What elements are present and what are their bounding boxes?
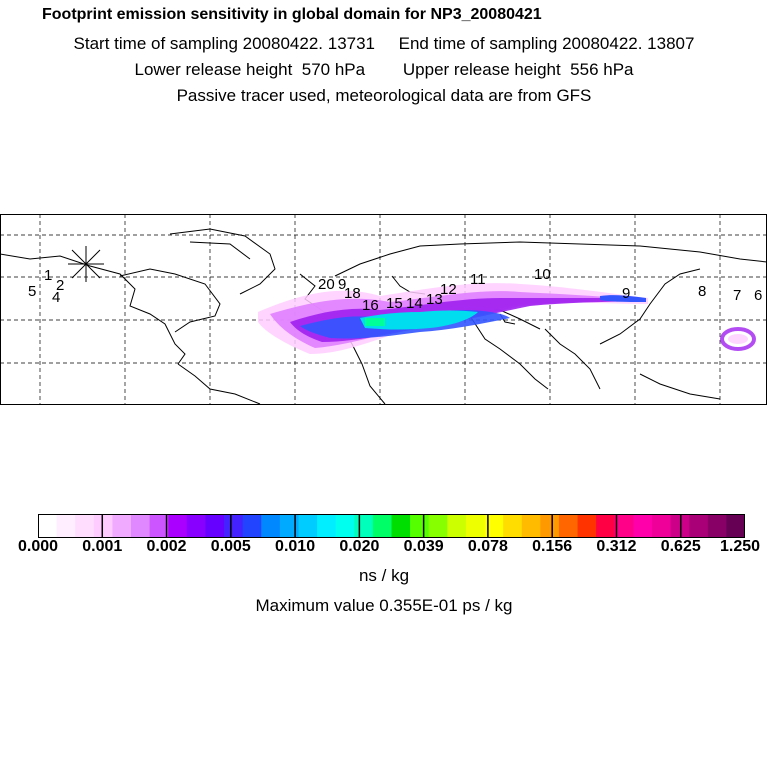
colorbar-tick-label: 0.020	[339, 538, 380, 555]
point-label: 12	[440, 281, 457, 298]
colorbar-swatch	[56, 514, 76, 538]
colorbar-swatch	[465, 514, 486, 538]
colorbar-swatch	[112, 514, 132, 538]
colorbar-tick-label: 0.156	[532, 538, 573, 555]
plume-field	[258, 283, 756, 354]
colorbar-tick-label: 0.625	[660, 538, 701, 555]
colorbar-frame	[38, 514, 745, 538]
colorbar-swatch	[261, 514, 281, 538]
colorbar-swatch	[149, 514, 169, 538]
colorbar-swatch	[410, 514, 430, 538]
colorbar-swatch	[131, 514, 151, 538]
colorbar-swatch	[372, 514, 392, 538]
maximum-value: Maximum value 0.355E-01 ps / kg	[255, 596, 513, 615]
colorbar-swatch	[93, 514, 113, 538]
colorbar-swatch	[503, 514, 523, 538]
colorbar-swatch	[168, 514, 188, 538]
colorbar-tick-label: 0.000	[17, 538, 59, 555]
colorbar-swatch	[205, 514, 225, 538]
colorbar-units: ns / kg	[358, 566, 410, 585]
tracer-info-line: Passive tracer used, meteorological data…	[176, 86, 592, 105]
plot-title: Footprint emission sensitivity in global…	[42, 6, 542, 23]
point-label: 10	[534, 266, 551, 283]
colorbar-swatch	[447, 514, 467, 538]
colorbar-swatch	[596, 514, 616, 538]
colorbar-tick-label: 0.002	[146, 538, 187, 555]
colorbar-swatch	[651, 514, 672, 538]
point-label: 16	[362, 297, 379, 314]
colorbar-tick-label: 1.250	[719, 538, 761, 555]
point-label: 9	[338, 276, 346, 293]
release-height-line: Lower release height 570 hPa Upper relea…	[134, 60, 634, 79]
colorbar-swatch	[242, 514, 262, 538]
colorbar-swatch	[391, 514, 411, 538]
footprint-map: 1 5 2 4 20 9 18 16 15 14 13 12 11 10 9 8…	[0, 214, 767, 405]
colorbar-swatch	[317, 514, 337, 538]
colorbar-swatch	[75, 514, 95, 538]
point-label: 1	[44, 267, 52, 284]
colorbar-tick-label: 0.001	[82, 538, 123, 555]
point-label: 8	[698, 283, 706, 300]
point-label: 13	[426, 291, 443, 308]
point-label: 15	[386, 295, 403, 312]
point-label: 4	[52, 289, 60, 306]
point-label: 9	[622, 285, 630, 302]
colorbar-tick-label: 0.039	[403, 538, 444, 555]
colorbar-tick-label: 0.312	[596, 538, 637, 555]
point-label: 14	[406, 295, 423, 312]
colorbar-swatch	[298, 514, 318, 538]
colorbar-swatch	[726, 514, 745, 538]
point-label: 5	[28, 283, 36, 300]
colorbar	[38, 514, 745, 538]
colorbar-swatch	[428, 514, 448, 538]
colorbar-swatch	[484, 514, 504, 538]
colorbar-swatch	[279, 514, 299, 538]
colorbar-swatch	[335, 514, 355, 538]
colorbar-tick-label: 0.078	[467, 538, 508, 555]
colorbar-swatch	[521, 514, 541, 538]
sampling-time-line: Start time of sampling 20080422. 13731 E…	[73, 34, 695, 53]
colorbar-swatch	[540, 514, 560, 538]
release-point-marker	[68, 246, 104, 282]
colorbar-swatch	[354, 514, 374, 538]
colorbar-swatch	[689, 514, 709, 538]
colorbar-swatch	[577, 514, 597, 538]
colorbar-swatch	[186, 514, 206, 538]
colorbar-tick-label: 0.005	[210, 538, 251, 555]
colorbar-tick-label: 0.010	[275, 538, 316, 555]
colorbar-swatch	[224, 514, 244, 538]
point-label: 20	[318, 276, 335, 293]
point-label: 7	[733, 287, 741, 304]
point-label: 2	[56, 277, 64, 294]
colorbar-swatch	[633, 514, 653, 538]
point-label: 6	[754, 287, 762, 304]
colorbar-swatch	[707, 514, 727, 538]
point-label: 18	[344, 285, 361, 302]
colorbar-swatch	[614, 514, 634, 538]
colorbar-swatch	[558, 514, 579, 538]
colorbar-swatch	[38, 514, 58, 538]
point-label: 11	[470, 271, 486, 288]
